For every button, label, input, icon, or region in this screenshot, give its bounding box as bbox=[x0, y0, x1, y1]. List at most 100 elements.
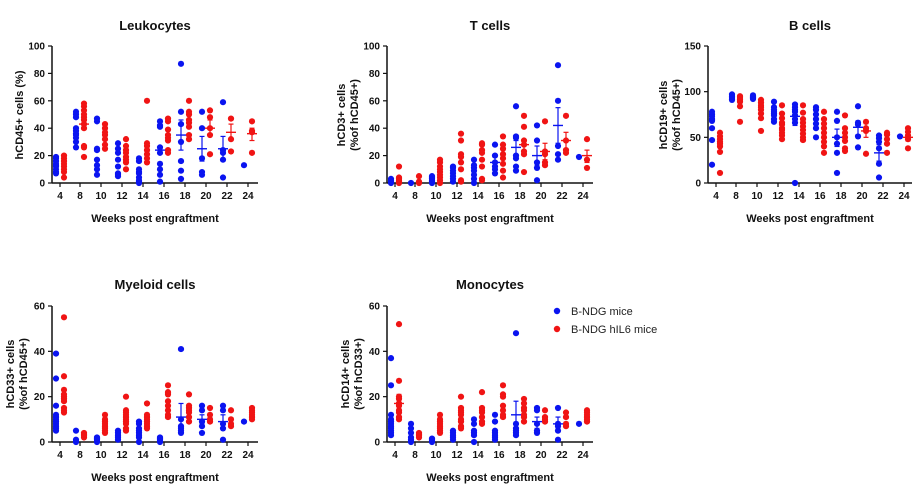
chart-title: B cells bbox=[789, 18, 831, 33]
data-point bbox=[60, 404, 68, 412]
x-tick-label: 14 bbox=[137, 450, 149, 461]
x-tick-label: 12 bbox=[772, 191, 784, 202]
x-tick-label: 20 bbox=[535, 450, 547, 461]
data-point bbox=[164, 382, 172, 389]
data-point bbox=[206, 151, 214, 158]
x-tick-label: 10 bbox=[430, 191, 442, 202]
legend: B-NDG mice B-NDG hIL6 mice bbox=[553, 306, 657, 336]
data-point bbox=[185, 108, 193, 115]
data-point bbox=[820, 149, 828, 156]
data-point bbox=[541, 118, 549, 125]
data-point bbox=[248, 118, 256, 125]
data-point bbox=[533, 137, 541, 144]
data-point bbox=[135, 418, 143, 425]
x-tick-label: 16 bbox=[158, 450, 170, 461]
x-tick-label: 4 bbox=[392, 191, 398, 202]
y-tick-label: 60 bbox=[34, 96, 46, 107]
data-point bbox=[749, 92, 757, 99]
y-tick-label: 100 bbox=[363, 42, 380, 53]
data-point bbox=[387, 411, 395, 418]
data-point bbox=[457, 404, 465, 412]
x-tick-label: 12 bbox=[116, 191, 128, 202]
data-point bbox=[122, 393, 130, 400]
data-point bbox=[407, 420, 415, 427]
data-point bbox=[470, 438, 478, 446]
data-point bbox=[185, 391, 193, 398]
data-point bbox=[52, 153, 60, 161]
x-tick-label: 22 bbox=[877, 191, 889, 202]
data-point bbox=[491, 141, 499, 148]
x-tick-label: 12 bbox=[451, 450, 463, 461]
data-point bbox=[198, 423, 206, 430]
x-tick-label: 10 bbox=[430, 450, 442, 461]
data-point bbox=[841, 145, 849, 152]
data-point bbox=[428, 173, 436, 180]
y-tick-label: 0 bbox=[39, 438, 45, 449]
x-axis-label: Weeks post engraftment bbox=[426, 213, 554, 225]
data-point bbox=[470, 420, 478, 427]
data-point bbox=[575, 420, 583, 427]
data-point bbox=[415, 178, 423, 185]
data-point bbox=[875, 132, 883, 139]
data-point bbox=[562, 420, 570, 427]
data-point bbox=[520, 123, 528, 130]
data-point bbox=[206, 107, 214, 114]
data-point bbox=[60, 314, 68, 321]
data-point bbox=[491, 411, 499, 418]
data-point bbox=[185, 413, 193, 421]
data-point bbox=[248, 149, 256, 156]
x-tick-label: 10 bbox=[95, 191, 107, 202]
x-tick-label: 4 bbox=[57, 450, 63, 461]
data-point bbox=[820, 125, 828, 132]
data-point bbox=[841, 134, 849, 141]
data-point bbox=[457, 166, 465, 173]
y-axis-label-line1: hCD3+ cells bbox=[336, 84, 348, 147]
data-point bbox=[164, 115, 172, 122]
data-point bbox=[198, 125, 206, 132]
data-point bbox=[122, 425, 130, 432]
data-point bbox=[533, 427, 541, 434]
data-point bbox=[499, 151, 507, 158]
panel-monocytes: Monocytes Weeks post engraftment hCD14+ … bbox=[340, 277, 593, 484]
data-point bbox=[387, 175, 395, 182]
data-point bbox=[841, 129, 849, 136]
data-point bbox=[512, 103, 520, 110]
x-tick-label: 16 bbox=[493, 450, 505, 461]
y-axis-label-line1: hCD33+ cells bbox=[5, 340, 17, 409]
data-point bbox=[72, 108, 80, 115]
x-tick-label: 4 bbox=[713, 191, 719, 202]
data-point bbox=[554, 151, 562, 158]
chart-title: Leukocytes bbox=[119, 18, 191, 33]
x-tick-label: 16 bbox=[493, 191, 505, 202]
data-point bbox=[499, 407, 507, 414]
data-point bbox=[520, 404, 528, 412]
data-point bbox=[820, 108, 828, 115]
data-point bbox=[219, 99, 227, 106]
data-point bbox=[449, 427, 457, 434]
data-point bbox=[156, 160, 164, 167]
data-point bbox=[554, 156, 562, 163]
data-point bbox=[541, 407, 549, 414]
x-tick-label: 14 bbox=[137, 191, 149, 202]
data-point bbox=[457, 159, 465, 166]
data-point bbox=[770, 104, 778, 111]
y-tick-label: 80 bbox=[369, 69, 381, 80]
y-tick-label: 40 bbox=[34, 124, 46, 135]
y-axis-label-line2: (%of hCD45+) bbox=[349, 79, 361, 151]
data-point bbox=[101, 141, 109, 148]
x-tick-label: 20 bbox=[856, 191, 868, 202]
data-point bbox=[164, 147, 172, 154]
x-tick-label: 10 bbox=[751, 191, 763, 202]
data-point bbox=[114, 140, 122, 147]
data-point bbox=[820, 129, 828, 136]
x-tick-label: 18 bbox=[179, 450, 191, 461]
chart-title: T cells bbox=[470, 18, 510, 33]
x-tick-label: 24 bbox=[242, 191, 254, 202]
data-point bbox=[52, 350, 60, 357]
data-point bbox=[185, 116, 193, 124]
data-point bbox=[240, 418, 248, 425]
data-point bbox=[478, 418, 486, 425]
data-point bbox=[583, 136, 591, 143]
data-point bbox=[478, 156, 486, 163]
data-point bbox=[736, 118, 744, 125]
